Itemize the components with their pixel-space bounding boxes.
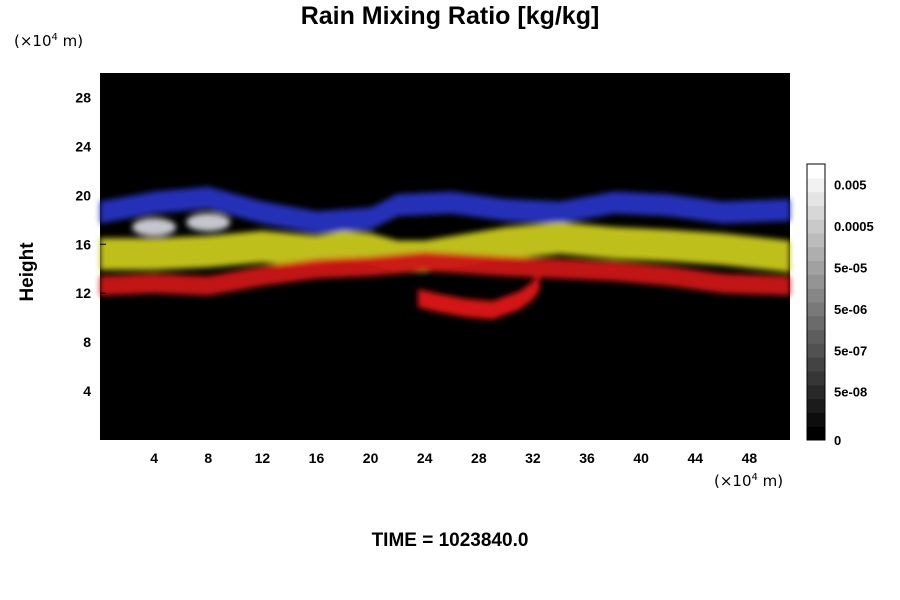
y-axis-unit: (×104 m) (14, 32, 84, 50)
cloud-highlight (132, 218, 177, 237)
colorbar-level (807, 191, 825, 206)
x-tick-label: 20 (363, 450, 379, 466)
y-tick-label: 24 (75, 138, 91, 154)
colorbar-level (807, 343, 825, 358)
colorbar-level (807, 329, 825, 344)
y-axis-ticks: 4 8 12 16 20 24 28 (75, 89, 106, 399)
colorbar-level (807, 246, 825, 262)
colorbar-level (807, 302, 825, 317)
x-tick-label: 32 (525, 450, 541, 466)
x-axis-ticks: 4 8 12 16 20 24 28 32 36 40 44 48 (150, 434, 757, 466)
field-band-lower (417, 271, 540, 320)
x-tick-label: 16 (309, 450, 325, 466)
colorbar-level (807, 164, 825, 179)
colorbar-level (807, 384, 825, 400)
x-tick-label: 8 (204, 450, 212, 466)
y-tick-label: 28 (75, 89, 91, 105)
x-tick-label: 44 (688, 450, 704, 466)
colorbar-level (807, 274, 825, 289)
field-band-middle (100, 251, 790, 296)
colorbar-tick-label: 5e-08 (834, 385, 867, 400)
y-tick-label: 8 (83, 334, 91, 350)
colorbar-tick-label: 0 (834, 433, 841, 448)
x-tick-label: 4 (150, 450, 158, 466)
x-tick-label: 24 (417, 450, 433, 466)
colorbar-level (807, 398, 825, 413)
x-tick-label: 48 (742, 450, 758, 466)
x-tick-label: 40 (633, 450, 649, 466)
x-tick-label: 28 (471, 450, 487, 466)
time-label: TIME = 1023840.0 (371, 530, 529, 551)
x-tick-label: 36 (579, 450, 595, 466)
colorbar: 0 5e-08 5e-07 5e-06 5e-05 0.0005 0.005 (806, 163, 874, 448)
data-field-layer (100, 186, 790, 320)
colorbar-level (807, 233, 825, 248)
field-band-upper (100, 222, 790, 273)
colorbar-tick-label: 0.005 (834, 178, 867, 193)
colorbar-level (807, 426, 825, 441)
colorbar-tick-label: 5e-05 (834, 261, 867, 276)
colorbar-level (807, 412, 825, 427)
colorbar-frame (806, 163, 826, 441)
colorbar-level (807, 288, 825, 303)
colorbar-level (807, 205, 825, 220)
colorbar-level (807, 371, 825, 386)
colorbar-level (807, 315, 825, 331)
colorbar-level (807, 260, 825, 275)
colorbar-level (807, 357, 825, 372)
x-tick-label: 12 (255, 450, 271, 466)
field-band-top (100, 186, 790, 234)
colorbar-tick-label: 5e-06 (834, 302, 867, 317)
cloud-highlight (186, 213, 231, 232)
y-tick-label: 4 (83, 383, 91, 399)
y-tick-label: 16 (75, 236, 91, 252)
x-axis-unit: (×104 m) (714, 472, 784, 490)
colorbar-level (807, 177, 825, 193)
colorbar-tick-label: 0.0005 (834, 219, 874, 234)
y-tick-label: 12 (75, 285, 91, 301)
chart-title: Rain Mixing Ratio [kg/kg] (300, 2, 600, 30)
colorbar-level (807, 219, 825, 234)
colorbar-tick-label: 5e-07 (834, 343, 867, 358)
y-tick-label: 20 (75, 187, 91, 203)
